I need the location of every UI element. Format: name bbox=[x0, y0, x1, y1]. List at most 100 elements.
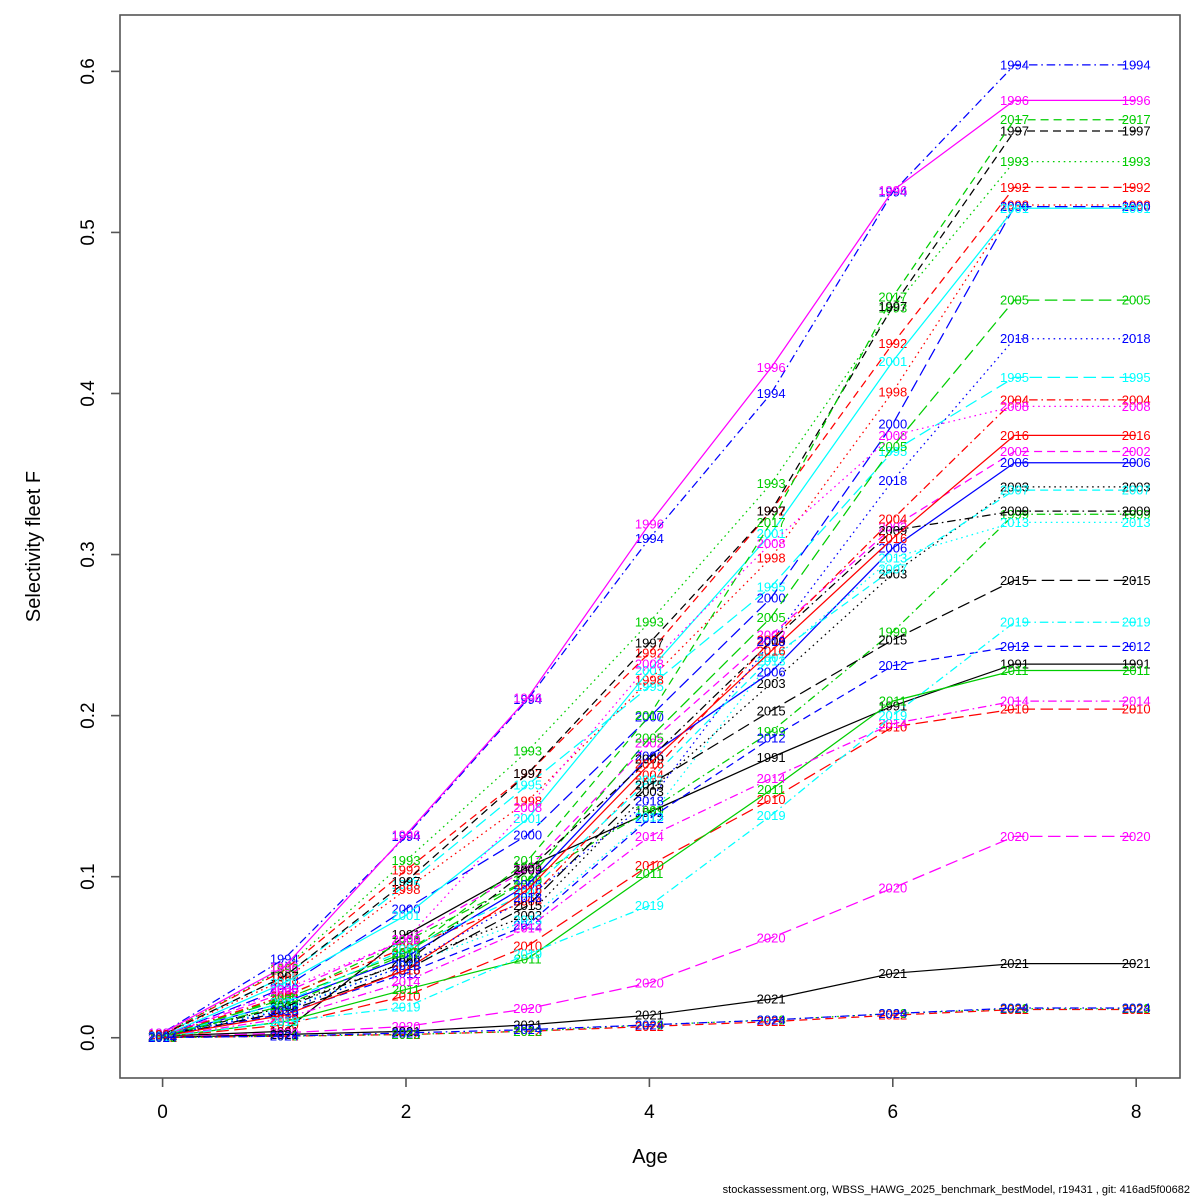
series-line-1995 bbox=[162, 376, 1137, 1036]
series-line-2014 bbox=[162, 700, 1137, 1038]
y-tick-label: 0.0 bbox=[78, 1025, 99, 1051]
series-line-1996 bbox=[162, 99, 1137, 1034]
series-label-2017-age8: 2017 bbox=[1122, 112, 1151, 127]
series-label-2007-age3: 2007 bbox=[513, 885, 542, 900]
series-label-2011-age1: 2011 bbox=[270, 1014, 298, 1029]
series-label-2017-age1: 2017 bbox=[270, 998, 299, 1013]
series-label-2016-age7: 2016 bbox=[1000, 428, 1029, 443]
series-label-2006-age2: 2006 bbox=[392, 950, 421, 965]
series-label-2023-age6: 2023 bbox=[878, 1006, 907, 1021]
series-label-2007-age2: 2007 bbox=[392, 942, 421, 957]
y-tick-label: 0.6 bbox=[78, 58, 99, 84]
series-label-1995-age5: 1995 bbox=[757, 579, 786, 594]
series-label-1992-age3: 1992 bbox=[513, 766, 542, 781]
series-label-2022-age6: 2022 bbox=[878, 1008, 907, 1023]
series-label-2000-age1: 2000 bbox=[270, 980, 299, 995]
series-label-2002-age6: 2002 bbox=[878, 520, 907, 535]
series-label-2007-age4: 2007 bbox=[635, 773, 664, 788]
series-label-2018-age4: 2018 bbox=[635, 793, 664, 808]
x-tick-label: 8 bbox=[1131, 1102, 1142, 1123]
series-label-2019-age5: 2019 bbox=[757, 808, 786, 823]
series-label-2007-age8: 2007 bbox=[1122, 483, 1151, 498]
series-label-2022-age1: 2022 bbox=[270, 1029, 299, 1044]
series-label-2020-age8: 2020 bbox=[1122, 829, 1151, 844]
series-label-2000-age4: 2000 bbox=[635, 710, 664, 725]
x-tick-label: 6 bbox=[888, 1102, 899, 1123]
series-label-1997-age1: 1997 bbox=[270, 969, 299, 984]
series-label-2021-age7: 2021 bbox=[1000, 956, 1029, 971]
series-label-2022-age4: 2022 bbox=[635, 1019, 664, 1034]
series-label-2023-age3: 2023 bbox=[513, 1024, 542, 1039]
series-label-2006-age3: 2006 bbox=[513, 877, 542, 892]
series-label-2001-age1: 2001 bbox=[270, 975, 299, 990]
series-line-2020 bbox=[162, 835, 1137, 1038]
series-label-2008-age4: 2008 bbox=[635, 657, 664, 672]
series-label-2022-age5: 2022 bbox=[757, 1014, 786, 1029]
series-label-2009-age6: 2009 bbox=[878, 523, 907, 538]
series-label-1994-age7: 1994 bbox=[1000, 57, 1029, 72]
series-label-2010-age6: 2010 bbox=[878, 719, 907, 734]
series-label-2016-age6: 2016 bbox=[878, 531, 907, 546]
series-label-1998-age5: 1998 bbox=[757, 550, 786, 565]
series-label-2008-age3: 2008 bbox=[513, 800, 542, 815]
series-line-2013 bbox=[162, 521, 1137, 1037]
series-label-2009-age4: 2009 bbox=[635, 752, 664, 767]
series-label-2011-age7: 2011 bbox=[1001, 663, 1029, 678]
series-label-2007-age6: 2007 bbox=[878, 562, 907, 577]
series-label-2001-age2: 2001 bbox=[392, 908, 421, 923]
series-line-2008 bbox=[162, 405, 1137, 1037]
series-label-1991-age4: 1991 bbox=[635, 805, 664, 820]
series-label-2013-age7: 2013 bbox=[1000, 515, 1029, 530]
series-label-1992-age7: 1992 bbox=[1000, 180, 1029, 195]
series-label-1997-age5: 1997 bbox=[757, 504, 786, 519]
series-line-2019 bbox=[162, 621, 1137, 1038]
series-label-1995-age2: 1995 bbox=[392, 877, 421, 892]
series-label-2016-age4: 2016 bbox=[635, 756, 664, 771]
series-label-2000-age3: 2000 bbox=[513, 827, 542, 842]
series-line-1992 bbox=[162, 186, 1137, 1036]
y-tick-label: 0.3 bbox=[78, 541, 99, 567]
series-label-2024-age1: 2024 bbox=[270, 1029, 299, 1044]
series-line-2018 bbox=[162, 338, 1137, 1037]
series-label-2012-age8: 2012 bbox=[1122, 639, 1151, 654]
series-label-1994-age8: 1994 bbox=[1122, 57, 1151, 72]
series-label-1994-age6: 1994 bbox=[878, 185, 907, 200]
series-line-2024 bbox=[162, 1007, 1137, 1039]
series-line-2006 bbox=[162, 462, 1137, 1037]
series-label-2014-age2: 2014 bbox=[392, 974, 421, 989]
series-label-2011-age3: 2011 bbox=[514, 951, 542, 966]
series-label-1995-age3: 1995 bbox=[513, 777, 542, 792]
series-label-1993-age6: 1993 bbox=[878, 301, 907, 316]
series-label-2007-age7: 2007 bbox=[1000, 483, 1029, 498]
series-label-2021-age4: 2021 bbox=[635, 1008, 664, 1023]
series-label-2023-age7: 2023 bbox=[1000, 1001, 1029, 1016]
series-label-2011-age8: 2011 bbox=[1122, 663, 1150, 678]
series-label-2016-age3: 2016 bbox=[513, 882, 542, 897]
series-label-2016-age8: 2016 bbox=[1122, 428, 1151, 443]
series-label-2018-age6: 2018 bbox=[878, 473, 907, 488]
series-label-1992-age1: 1992 bbox=[270, 963, 299, 978]
series-label-2023-age1: 2023 bbox=[270, 1029, 299, 1044]
series-label-1995-age6: 1995 bbox=[878, 444, 907, 459]
series-label-2012-age3: 2012 bbox=[513, 917, 542, 932]
series-label-2002-age4: 2002 bbox=[635, 735, 664, 750]
series-label-1998-age3: 1998 bbox=[513, 793, 542, 808]
series-label-2020-age6: 2020 bbox=[878, 880, 907, 895]
series-label-1993-age8: 1993 bbox=[1122, 154, 1151, 169]
series-label-1996-age4: 1996 bbox=[635, 516, 664, 531]
series-label-1996-age3: 1996 bbox=[513, 690, 542, 705]
x-axis-title: Age bbox=[632, 1146, 668, 1168]
series-line-1999 bbox=[162, 513, 1137, 1037]
series-label-2022-age8: 2022 bbox=[1122, 1002, 1151, 1017]
series-label-2002-age7: 2002 bbox=[1000, 444, 1029, 459]
series-label-2015-age4: 2015 bbox=[635, 777, 664, 792]
series-label-2012-age4: 2012 bbox=[635, 811, 664, 826]
series-label-2013-age4: 2013 bbox=[635, 810, 664, 825]
series-label-2018-age7: 2018 bbox=[1000, 331, 1029, 346]
series-label-2005-age4: 2005 bbox=[635, 731, 664, 746]
series-label-2020-age3: 2020 bbox=[513, 1001, 542, 1016]
series-label-2007-age5: 2007 bbox=[757, 650, 786, 665]
y-tick-label: 0.4 bbox=[78, 380, 99, 407]
series-label-2018-age2: 2018 bbox=[392, 958, 421, 973]
series-label-2008-age5: 2008 bbox=[757, 536, 786, 551]
